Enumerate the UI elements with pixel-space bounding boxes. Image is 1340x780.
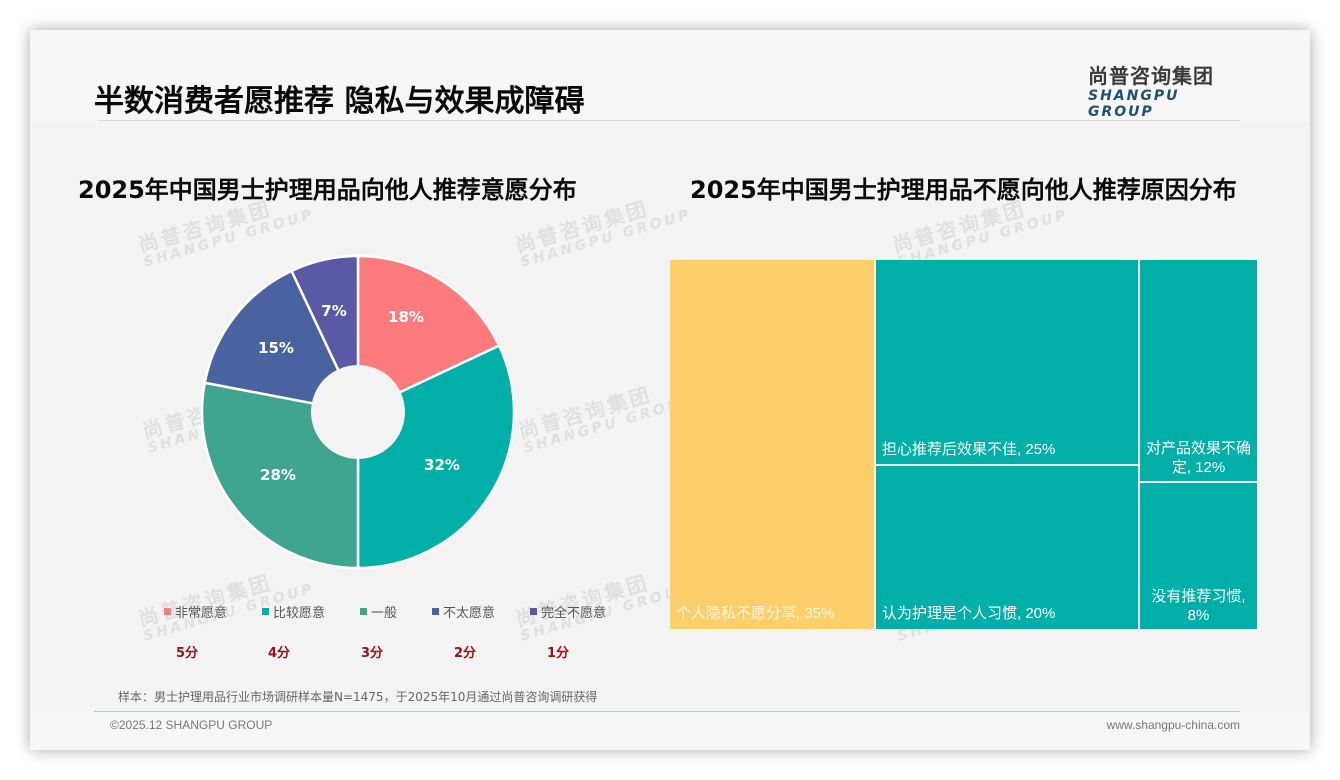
slide: 尚普咨询集团 SHANGPU GROUP 尚普咨询集团 SHANGPU GROUP … <box>30 30 1310 750</box>
legend-item-not-very-willing: 不太愿意 <box>432 602 495 621</box>
legend-swatch <box>360 608 367 615</box>
tile-personal-habit: 认为护理是个人习惯, 20% <box>876 466 1138 629</box>
tile-privacy: 个人隐私不愿分享, 35% <box>670 260 874 629</box>
tile-effect-concern: 担心推荐后效果不佳, 25% <box>876 260 1138 464</box>
copyright: ©2025.12 SHANGPU GROUP <box>110 718 273 732</box>
slice-label-not-very-willing: 15% <box>258 339 294 357</box>
sample-note: 样本：男士护理用品行业市场调研样本量N=1475，于2025年10月通过尚普咨询… <box>118 690 598 704</box>
header-band <box>30 30 1310 122</box>
score-2: 2分 <box>454 646 477 661</box>
score-4: 4分 <box>268 646 291 661</box>
legend-swatch <box>432 608 439 615</box>
slice-label-neutral: 28% <box>260 466 296 484</box>
donut-legend: 非常愿意 比较愿意 一般 不太愿意 完全不愿意 <box>160 602 640 622</box>
legend-item-neutral: 一般 <box>360 602 397 621</box>
title-divider <box>98 120 1240 121</box>
slice-label-not-willing: 7% <box>321 302 347 320</box>
page-title: 半数消费者愿推荐 隐私与效果成障碍 <box>94 84 585 119</box>
legend-item-very-willing: 非常愿意 <box>164 602 227 621</box>
left-chart-title: 2025年中国男士护理用品向他人推荐意愿分布 <box>78 176 577 204</box>
footer-divider <box>94 711 1240 712</box>
right-chart-title: 2025年中国男士护理用品不愿向他人推荐原因分布 <box>690 176 1237 204</box>
legend-swatch <box>164 608 171 615</box>
donut-svg <box>200 254 516 570</box>
slice-very-willing <box>356 254 501 414</box>
website-link[interactable]: www.shangpu-china.com <box>1106 718 1240 732</box>
tile-uncertain-effect: 对产品效果不确定, 12% <box>1140 260 1257 481</box>
score-5: 5分 <box>176 646 199 661</box>
slice-not-very-willing <box>203 269 361 414</box>
slice-label-fairly-willing: 32% <box>424 456 460 474</box>
logo-en: SHANGPU GROUP <box>1088 88 1180 120</box>
legend-item-fairly-willing: 比较愿意 <box>262 602 325 621</box>
score-3: 3分 <box>361 646 384 661</box>
score-1: 1分 <box>547 646 570 661</box>
donut-chart: 18% 32% 28% 15% 7% <box>200 254 516 570</box>
legend-swatch <box>530 608 537 615</box>
legend-swatch <box>262 608 269 615</box>
donut-hole <box>311 365 405 459</box>
tile-no-habit: 没有推荐习惯, 8% <box>1140 483 1257 629</box>
footer-band <box>30 712 1310 750</box>
legend-item-not-willing: 完全不愿意 <box>530 602 606 621</box>
company-logo: 尚普咨询集团 SHANGPU GROUP <box>1088 64 1238 120</box>
logo-cn: 尚普咨询集团 <box>1088 64 1214 88</box>
treemap-chart: 个人隐私不愿分享, 35% 担心推荐后效果不佳, 25% 认为护理是个人习惯, … <box>670 260 1257 629</box>
slice-label-very-willing: 18% <box>388 308 424 326</box>
